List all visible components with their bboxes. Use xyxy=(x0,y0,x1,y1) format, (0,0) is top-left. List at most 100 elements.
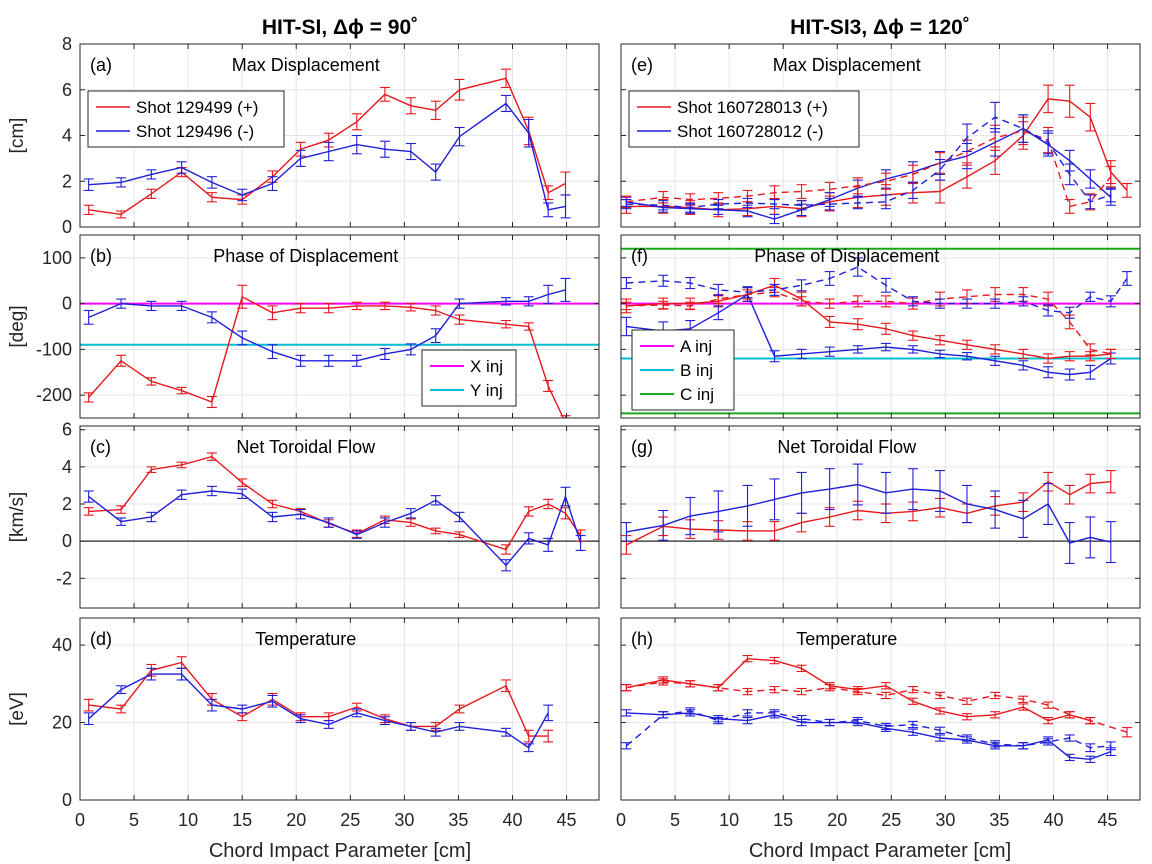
error-bar xyxy=(1085,516,1096,559)
x-tick-label: 45 xyxy=(557,810,577,830)
axes-box xyxy=(620,234,1141,419)
error-bar xyxy=(990,298,1001,309)
error-bar xyxy=(295,509,306,520)
error-bar xyxy=(1085,755,1096,763)
error-bar xyxy=(323,141,334,162)
panel-f: (f) Phase of Displacement A inj B inj C inj xyxy=(620,234,1141,419)
panel-d: 0 5 10 15 20 25 30 35 40 45 0 20 40 [eV] (d) Temperatur… xyxy=(7,617,600,830)
axes-box xyxy=(79,425,600,609)
error-bar xyxy=(379,716,390,726)
error-bar xyxy=(176,161,187,174)
error-bar xyxy=(1064,734,1075,742)
error-bar xyxy=(1122,271,1133,286)
error-bar xyxy=(267,694,278,708)
error-bar xyxy=(405,343,416,356)
error-bar xyxy=(1105,470,1116,494)
error-bar xyxy=(962,298,972,309)
error-bar xyxy=(907,697,918,705)
legend-box xyxy=(421,349,517,407)
error-bar xyxy=(742,286,753,299)
panel-title: Phase of Displacement xyxy=(213,246,398,266)
error-bar xyxy=(658,274,669,287)
panel-tag: (f) xyxy=(631,246,648,266)
error-bar xyxy=(742,484,753,527)
series-group xyxy=(621,84,1133,225)
error-bar xyxy=(796,664,807,672)
error-bar xyxy=(852,318,863,331)
error-bar xyxy=(560,194,571,219)
error-bar xyxy=(1064,484,1075,505)
error-bar xyxy=(1043,483,1054,525)
error-bar xyxy=(295,354,306,367)
error-bar xyxy=(990,355,1001,366)
error-bar xyxy=(880,172,891,190)
series-group xyxy=(83,68,571,219)
series-line-blue-solid xyxy=(88,102,566,211)
error-bar xyxy=(237,188,248,202)
error-bar xyxy=(796,715,807,723)
error-bar xyxy=(769,283,780,296)
error-bar xyxy=(962,484,972,524)
x-axis-label-left: Chord Impact Parameter [cm] xyxy=(209,840,471,862)
error-bar xyxy=(824,181,835,197)
chart-panels: 0 2 4 6 8 [cm] (a) Max Displacement Shot 129499 … xyxy=(7,34,1141,830)
error-bar xyxy=(1105,521,1116,564)
error-bar xyxy=(1064,522,1075,564)
error-bar xyxy=(796,184,807,199)
y-tick-label: 2 xyxy=(62,494,72,514)
error-bar xyxy=(351,134,362,155)
error-bar xyxy=(852,257,863,277)
error-bar xyxy=(454,298,465,309)
error-bar xyxy=(658,509,669,541)
x-tick-label: 20 xyxy=(827,810,847,830)
error-bar xyxy=(323,303,334,314)
error-bar xyxy=(146,169,157,180)
error-bar xyxy=(454,511,465,523)
error-bar xyxy=(852,716,863,725)
legend-label: X inj xyxy=(470,357,503,376)
error-bar xyxy=(962,697,972,705)
legend-box xyxy=(628,90,860,148)
x-tick-label: 40 xyxy=(502,810,522,830)
error-bar xyxy=(430,727,441,737)
error-bar xyxy=(934,691,945,700)
error-bar xyxy=(501,68,512,89)
error-bar xyxy=(405,508,416,519)
error-bar xyxy=(501,297,512,306)
x-tick-label: 10 xyxy=(178,810,198,830)
panel-tag: (d) xyxy=(90,629,112,649)
error-bar xyxy=(880,295,891,308)
error-bar xyxy=(543,498,554,510)
error-bar xyxy=(146,377,157,386)
error-bar xyxy=(990,711,1001,719)
error-bar xyxy=(146,667,157,681)
axes-box xyxy=(620,617,1141,801)
error-bar xyxy=(824,684,835,692)
error-bar xyxy=(560,277,571,302)
error-bar xyxy=(990,740,1001,748)
error-bar xyxy=(907,181,918,199)
error-bar xyxy=(824,298,835,309)
y-tick-label: 40 xyxy=(52,635,72,655)
error-bar xyxy=(1018,499,1029,538)
x-tick-label: 10 xyxy=(719,810,739,830)
error-bar xyxy=(1043,716,1054,725)
error-bar xyxy=(405,722,416,731)
error-bar xyxy=(713,490,724,533)
x-tick-label: 20 xyxy=(286,810,306,830)
column-title-left: HIT-SI, Δϕ = 90˚ xyxy=(262,16,418,39)
error-bar xyxy=(934,158,945,181)
error-bar xyxy=(1105,348,1116,360)
error-bar xyxy=(430,100,441,121)
error-bar xyxy=(560,486,571,507)
error-bar xyxy=(523,322,534,331)
error-bar xyxy=(454,531,465,538)
error-bar xyxy=(267,176,278,191)
series-group xyxy=(621,655,1133,763)
error-bar xyxy=(769,656,780,665)
error-bar xyxy=(176,667,187,681)
error-bar xyxy=(1064,753,1075,762)
legend: Shot 160728013 (+) Shot 160728012 (-) xyxy=(628,90,860,148)
error-bar xyxy=(379,86,390,102)
